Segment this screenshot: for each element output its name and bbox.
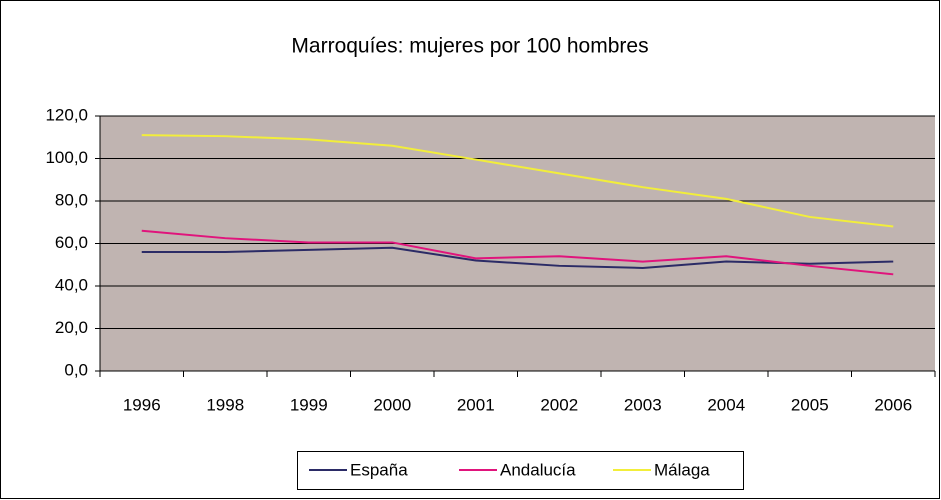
x-tick-label: 1999 <box>290 395 328 414</box>
y-tick-label: 20,0 <box>55 318 88 337</box>
y-tick-label: 40,0 <box>55 275 88 294</box>
x-tick-label: 2003 <box>624 395 662 414</box>
y-tick-label: 0,0 <box>64 360 88 379</box>
x-tick-label: 1996 <box>123 395 161 414</box>
series-line <box>141 134 894 228</box>
legend-label: Andalucía <box>500 460 576 479</box>
chart-title: Marroquíes: mujeres por 100 hombres <box>291 35 648 58</box>
x-tick-label: 2005 <box>791 395 829 414</box>
x-tick-label: 2004 <box>707 395 745 414</box>
y-tick-label: 120,0 <box>45 105 88 124</box>
x-tick-label: 2000 <box>373 395 411 414</box>
legend-label: España <box>350 460 408 479</box>
x-tick-label: 2006 <box>874 395 912 414</box>
y-tick-label: 60,0 <box>55 233 88 252</box>
series-line <box>141 229 894 276</box>
y-tick-label: 80,0 <box>55 190 88 209</box>
x-tick-label: 2001 <box>457 395 495 414</box>
legend <box>297 451 744 490</box>
y-tick-label: 100,0 <box>45 148 88 167</box>
legend-label: Málaga <box>654 460 710 479</box>
x-tick-label: 1998 <box>206 395 244 414</box>
series-line <box>141 246 894 269</box>
x-tick-label: 2002 <box>540 395 578 414</box>
